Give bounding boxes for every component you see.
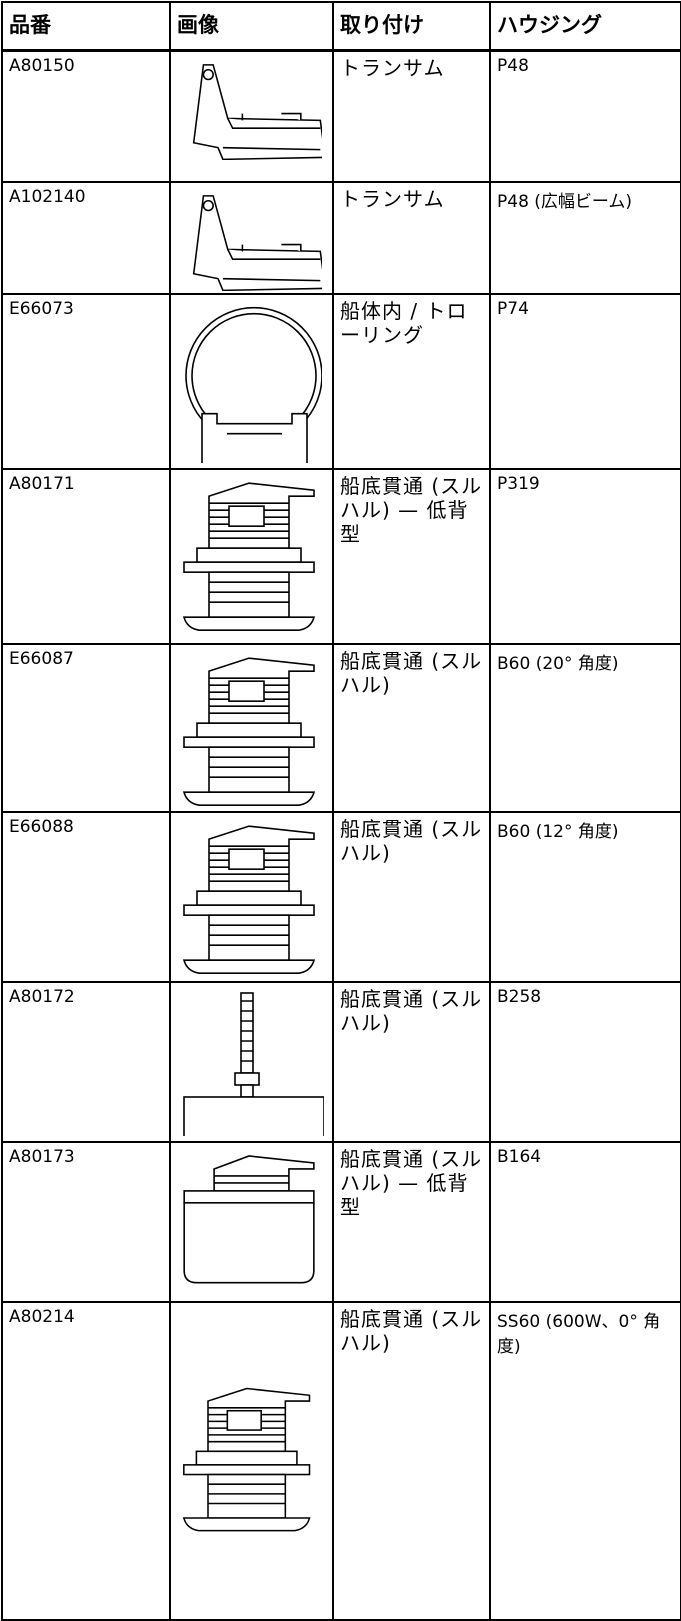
row: A80173 船底貫通 (スルハル) — 低背型 B164 [1, 1140, 681, 1303]
row: E66088 船底貫通 (スルハル) B60 (12° 角度) [1, 810, 681, 983]
product-drawing [192, 64, 322, 160]
row: E66087 船底貫通 (スルハル) B60 (20° 角度) [1, 642, 681, 813]
text-cell: 船底貫通 (スルハル) [332, 980, 491, 1143]
text-cell: A80214 [1, 1300, 171, 1621]
row: A80150 トランサム P48 [1, 49, 681, 183]
text-cell: A80171 [1, 467, 171, 645]
row: E66073 船体内 / トローリング P74 [1, 292, 681, 470]
image-cell [169, 980, 334, 1143]
text-cell: P48 [489, 49, 681, 183]
image-cell [169, 1140, 334, 1303]
drawing [183, 481, 315, 631]
text-cell: トランサム [332, 49, 491, 183]
drawing [183, 991, 324, 1136]
text-cell: B60 (20° 角度) [489, 642, 681, 813]
text-cell: 船底貫通 (スルハル) — 低背型 [332, 1140, 491, 1303]
row: A80214 船底貫通 (スルハル) SS60 (600W、0° 角度) [1, 1300, 681, 1621]
product-drawing [183, 824, 315, 974]
image-cell [169, 180, 334, 295]
product-drawing [192, 194, 322, 291]
image-cell [169, 49, 334, 183]
text-cell: SS60 (600W、0° 角度) [489, 1300, 681, 1621]
product-drawing [183, 991, 324, 1136]
product-drawing [183, 656, 315, 806]
text-cell: 船底貫通 (スルハル) — 低背型 [332, 467, 491, 645]
text-cell: 船底貫通 (スルハル) [332, 642, 491, 813]
image-cell [169, 642, 334, 813]
text-cell: トランサム [332, 180, 491, 295]
header-cell: 画像 [169, 1, 334, 52]
text-cell: E66088 [1, 810, 171, 983]
text-cell: E66087 [1, 642, 171, 813]
product-drawing [183, 481, 315, 631]
drawing [183, 824, 315, 974]
header-cell: 品番 [1, 1, 171, 52]
header-row: 品番 画像 取り付け ハウジング [1, 1, 681, 52]
text-cell: A102140 [1, 180, 171, 295]
row: A80172 船底貫通 (スルハル) B258 [1, 980, 681, 1143]
drawing [183, 656, 315, 806]
text-cell: B164 [489, 1140, 681, 1303]
text-cell: E66073 [1, 292, 171, 470]
drawing [183, 1154, 315, 1283]
drawing [192, 64, 322, 160]
header-cell: 取り付け [332, 1, 491, 52]
drawing [184, 306, 322, 463]
text-cell: A80172 [1, 980, 171, 1143]
image-cell [169, 467, 334, 645]
text-cell: B60 (12° 角度) [489, 810, 681, 983]
image-cell [169, 292, 334, 470]
text-cell: P319 [489, 467, 681, 645]
text-cell: A80173 [1, 1140, 171, 1303]
drawing [192, 194, 322, 291]
text-cell: P48 (広幅ビーム) [489, 180, 681, 295]
text-cell: A80150 [1, 49, 171, 183]
text-cell: 船底貫通 (スルハル) [332, 810, 491, 983]
text-cell: 船体内 / トローリング [332, 292, 491, 470]
text-cell: B258 [489, 980, 681, 1143]
text-cell: P74 [489, 292, 681, 470]
product-drawing [183, 1387, 311, 1531]
product-drawing [183, 1154, 315, 1283]
row: A102140 トランサム P48 (広幅ビーム) [1, 180, 681, 295]
text-cell: 船底貫通 (スルハル) [332, 1300, 491, 1621]
row: A80171 船底貫通 (スルハル) — 低背型 P319 [1, 467, 681, 645]
image-cell [169, 1300, 334, 1621]
image-cell [169, 810, 334, 983]
drawing [183, 1387, 311, 1531]
header-cell: ハウジング [489, 1, 681, 52]
product-drawing [184, 306, 322, 463]
